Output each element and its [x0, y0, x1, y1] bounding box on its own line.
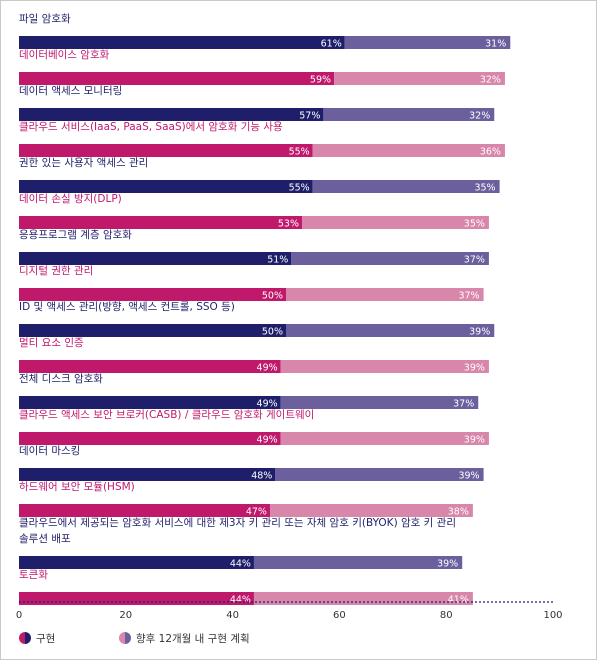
- value-label-planned: 38%: [448, 507, 469, 518]
- value-label-planned: 39%: [437, 559, 458, 570]
- value-label-implemented: 51%: [267, 255, 288, 266]
- bar-implemented: [19, 360, 281, 373]
- category-label: 멀티 요소 인증: [19, 336, 84, 349]
- category-label: 클라우드 액세스 보안 브로커(CASB) / 클라우드 암호화 게이트웨이: [19, 409, 314, 421]
- bar-implemented: [19, 144, 313, 157]
- value-label-planned: 35%: [464, 219, 485, 230]
- x-tick-label: 40: [226, 610, 239, 621]
- value-label-implemented: 49%: [257, 399, 278, 410]
- category-label: 전체 디스크 암호화: [19, 373, 103, 385]
- category-label: 데이터 손실 방지(DLP): [19, 193, 122, 205]
- value-label-planned: 39%: [458, 471, 479, 482]
- bar-implemented: [19, 432, 281, 445]
- bar-planned: [286, 324, 495, 337]
- value-label-implemented: 50%: [262, 327, 283, 338]
- category-label: 디지털 권한 관리: [19, 265, 93, 277]
- bar-implemented: [19, 592, 254, 605]
- category-label: 토큰화: [19, 569, 48, 581]
- value-label-planned: 32%: [480, 75, 501, 86]
- legend-icon-planned-right: [125, 632, 131, 644]
- category-label: ID 및 액세스 관리(방향, 액세스 컨트롤, SSO 등): [19, 301, 235, 313]
- x-tick-label: 100: [543, 610, 562, 621]
- category-label: 권한 있는 사용자 액세스 관리: [19, 157, 148, 169]
- bar-planned: [280, 432, 489, 445]
- bar-implemented: [19, 36, 345, 49]
- category-label: 데이터베이스 암호화: [19, 49, 110, 61]
- bar-planned: [253, 592, 473, 605]
- bar-implemented: [19, 252, 292, 265]
- value-label-implemented: 47%: [246, 507, 267, 518]
- legend-label-planned: 향후 12개월 내 구현 계획: [136, 633, 250, 645]
- value-label-planned: 31%: [485, 39, 506, 50]
- bar-planned: [302, 216, 489, 229]
- legend-icon-planned-left: [119, 632, 125, 644]
- value-label-implemented: 49%: [257, 435, 278, 446]
- legend-icon-implemented-left: [19, 632, 25, 644]
- bar-planned: [323, 108, 495, 121]
- category-label: 클라우드에서 제공되는 암호화 서비스에 대한 제3자 키 관리 또는 자체 암…: [19, 517, 456, 529]
- bar-planned: [291, 252, 489, 265]
- category-label: 클라우드 서비스(IaaS, PaaS, SaaS)에서 암호화 기능 사용: [19, 121, 283, 133]
- bar-implemented: [19, 504, 270, 517]
- x-tick-label: 80: [440, 610, 453, 621]
- value-label-implemented: 50%: [262, 291, 283, 302]
- bar-implemented: [19, 324, 286, 337]
- bar-planned: [253, 556, 463, 569]
- bar-planned: [269, 504, 473, 517]
- bar-planned: [334, 72, 505, 85]
- value-label-implemented: 61%: [321, 39, 342, 50]
- value-label-implemented: 55%: [289, 147, 310, 158]
- x-tick-label: 20: [119, 610, 132, 621]
- bar-implemented: [19, 288, 286, 301]
- value-label-planned: 39%: [469, 327, 490, 338]
- value-label-planned: 35%: [474, 183, 495, 194]
- x-tick-label: 0: [16, 610, 22, 621]
- category-label: 응용프로그램 계층 암호화: [19, 229, 132, 241]
- x-tick-label: 60: [333, 610, 346, 621]
- bar-planned: [275, 468, 484, 481]
- category-label: 하드웨어 보안 모듈(HSM): [19, 480, 135, 493]
- value-label-planned: 37%: [458, 291, 479, 302]
- bar-implemented: [19, 108, 324, 121]
- value-label-planned: 37%: [464, 255, 485, 266]
- bar-planned: [280, 360, 489, 373]
- bar-planned: [280, 396, 479, 409]
- value-label-implemented: 53%: [278, 219, 299, 230]
- bar-implemented: [19, 216, 303, 229]
- bar-planned: [312, 180, 500, 193]
- bar-implemented: [19, 180, 313, 193]
- value-label-implemented: 55%: [289, 183, 310, 194]
- value-label-planned: 39%: [464, 435, 485, 446]
- value-label-implemented: 57%: [299, 111, 320, 122]
- bar-implemented: [19, 72, 335, 85]
- value-label-planned: 41%: [448, 595, 469, 606]
- bar-implemented: [19, 396, 281, 409]
- bar-implemented: [19, 556, 254, 569]
- category-label: 솔루션 배포: [19, 533, 71, 545]
- category-label: 데이터 마스킹: [19, 445, 80, 457]
- value-label-implemented: 48%: [251, 471, 272, 482]
- category-label: 데이터 액세스 모니터링: [19, 85, 122, 97]
- legend-label-implemented: 구현: [36, 633, 55, 645]
- bar-planned: [344, 36, 511, 49]
- bar-implemented: [19, 468, 276, 481]
- value-label-implemented: 49%: [257, 363, 278, 374]
- bar-planned: [286, 288, 484, 301]
- value-label-planned: 39%: [464, 363, 485, 374]
- value-label-implemented: 44%: [230, 559, 251, 570]
- value-label-planned: 37%: [453, 399, 474, 410]
- legend-icon-implemented-right: [25, 632, 31, 644]
- category-label: 파일 암호화: [19, 12, 71, 25]
- bar-planned: [312, 144, 505, 157]
- value-label-planned: 32%: [469, 111, 490, 122]
- value-label-implemented: 59%: [310, 75, 331, 86]
- value-label-implemented: 44%: [230, 595, 251, 606]
- value-label-planned: 36%: [480, 147, 501, 158]
